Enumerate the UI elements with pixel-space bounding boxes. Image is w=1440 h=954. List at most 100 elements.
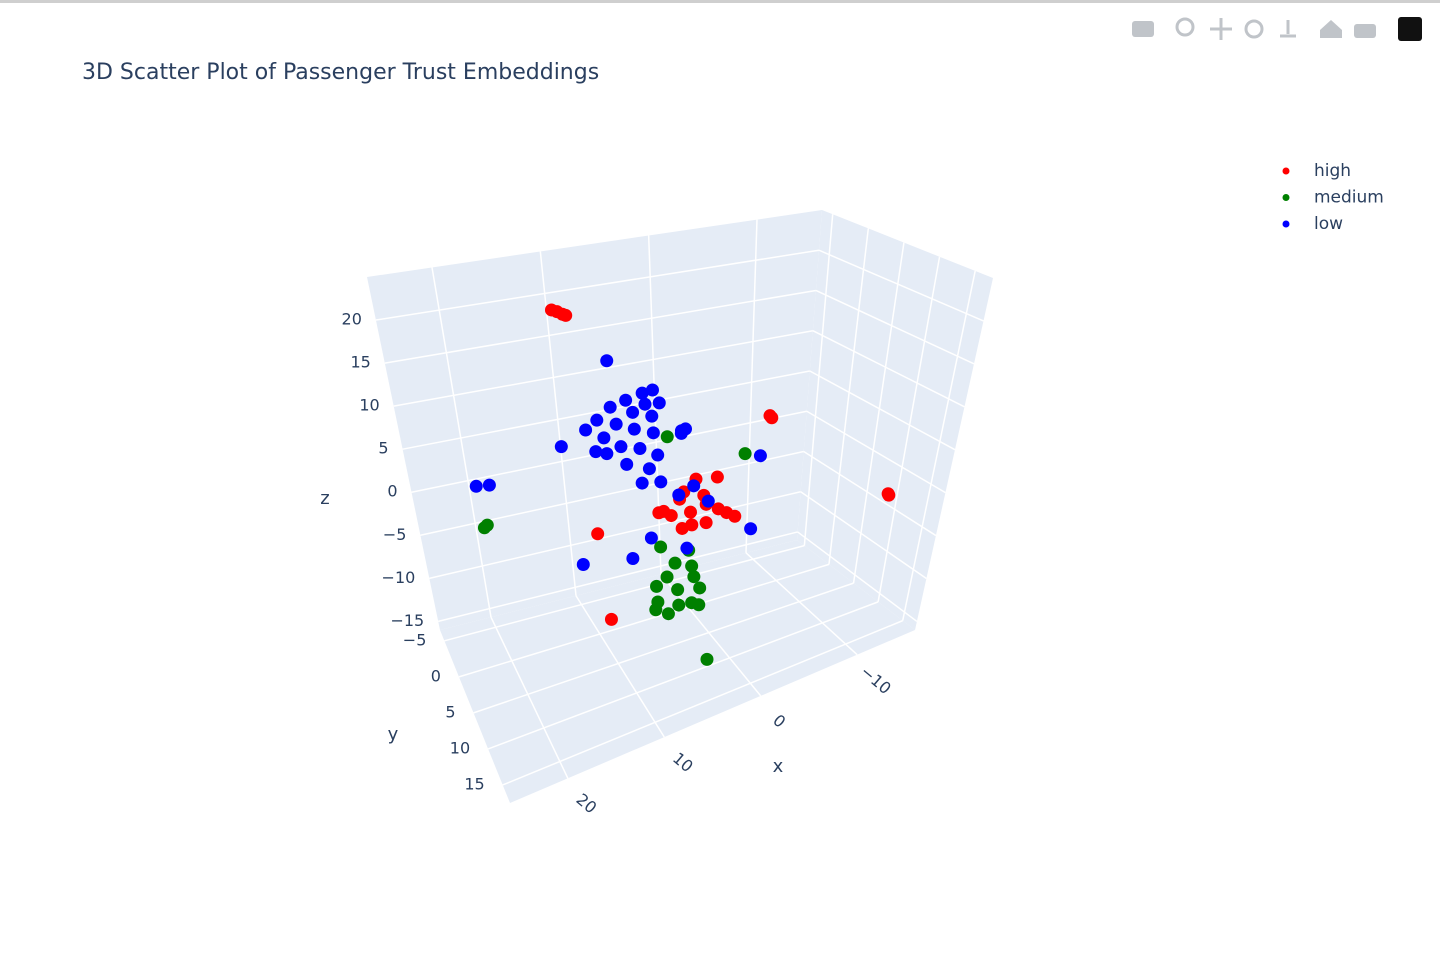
point xyxy=(638,397,652,411)
legend-label[interactable]: high xyxy=(1314,161,1351,181)
point xyxy=(668,556,682,570)
grid-line xyxy=(803,214,834,546)
point xyxy=(680,541,694,555)
x-axis-title: x xyxy=(773,756,784,777)
y-tick-label: 10 xyxy=(450,738,470,757)
y-tick-label: 5 xyxy=(445,702,455,721)
point xyxy=(469,479,483,493)
point xyxy=(685,559,699,573)
point xyxy=(482,478,496,492)
point xyxy=(642,462,656,476)
grid-line xyxy=(809,370,956,451)
y-axis-title: y xyxy=(388,724,399,745)
z-tick-label: −15 xyxy=(390,611,424,630)
grid-line xyxy=(490,616,569,779)
legend-marker xyxy=(1282,167,1290,175)
point xyxy=(679,422,693,436)
grid-line xyxy=(438,531,798,623)
point xyxy=(699,516,713,530)
point xyxy=(480,518,494,532)
point xyxy=(649,603,663,617)
point xyxy=(687,479,701,493)
grid-line xyxy=(393,329,813,407)
grid-line xyxy=(806,410,946,494)
grid-line xyxy=(852,242,905,584)
grid-line xyxy=(431,267,492,618)
point xyxy=(635,476,649,490)
grid-line xyxy=(575,595,665,738)
point xyxy=(609,417,623,431)
x-tick-label: 10 xyxy=(669,749,697,777)
point xyxy=(881,487,895,501)
orbit-icon[interactable] xyxy=(1244,19,1264,39)
point xyxy=(559,308,573,322)
turntable-icon[interactable] xyxy=(1280,20,1296,38)
camera-icon[interactable] xyxy=(1132,21,1154,37)
point xyxy=(661,607,675,621)
point xyxy=(645,409,659,423)
point xyxy=(614,440,628,454)
z-axis-title: z xyxy=(320,488,329,509)
z-tick-label: −10 xyxy=(382,568,416,587)
zoom-icon[interactable] xyxy=(1175,17,1195,37)
y-tick-label: −5 xyxy=(403,630,427,649)
point xyxy=(635,386,649,400)
point xyxy=(671,583,685,597)
grid-line xyxy=(815,289,975,365)
plotly-logo[interactable] xyxy=(1398,17,1422,41)
point xyxy=(651,448,665,462)
point xyxy=(763,409,777,423)
point xyxy=(600,354,614,368)
point xyxy=(576,557,590,571)
home-icon[interactable] xyxy=(1320,20,1342,38)
grid-line xyxy=(384,289,817,364)
grid-line xyxy=(429,490,801,580)
point xyxy=(633,442,647,456)
point xyxy=(579,423,593,437)
legend-marker xyxy=(1282,194,1290,201)
y-tick-label: 0 xyxy=(431,666,441,685)
grid-line xyxy=(473,582,854,714)
point xyxy=(685,596,699,610)
point xyxy=(620,457,634,471)
grid-line xyxy=(797,531,918,623)
legend: high medium low xyxy=(1282,161,1384,234)
point xyxy=(591,527,605,541)
point xyxy=(627,422,641,436)
legend-marker xyxy=(1282,220,1290,228)
grid-line xyxy=(800,491,927,580)
point xyxy=(603,400,617,414)
y-tick-label: 15 xyxy=(464,774,484,793)
point xyxy=(672,598,686,612)
legend-label[interactable]: medium xyxy=(1314,188,1384,208)
point xyxy=(684,505,698,519)
point xyxy=(753,449,767,463)
point xyxy=(597,431,611,445)
legend-label[interactable]: low xyxy=(1314,214,1343,234)
grid-line xyxy=(502,619,903,786)
point xyxy=(654,540,668,554)
grid-line xyxy=(818,249,984,322)
video-icon[interactable] xyxy=(1354,24,1376,38)
point xyxy=(687,570,701,584)
z-tick-label: 5 xyxy=(378,439,388,458)
grid-line xyxy=(487,601,879,750)
point xyxy=(720,506,734,520)
pan-icon[interactable] xyxy=(1210,18,1232,40)
point xyxy=(589,445,603,459)
grid-line xyxy=(458,563,830,678)
point xyxy=(654,475,668,489)
z-tick-label: 0 xyxy=(387,482,397,501)
point xyxy=(738,447,752,461)
point xyxy=(650,579,664,593)
point xyxy=(700,652,714,666)
point xyxy=(646,426,660,440)
x-tick-label: 0 xyxy=(769,711,789,732)
grid-line xyxy=(803,450,937,537)
grid-line xyxy=(828,228,870,565)
point xyxy=(600,447,614,461)
point xyxy=(660,570,674,584)
